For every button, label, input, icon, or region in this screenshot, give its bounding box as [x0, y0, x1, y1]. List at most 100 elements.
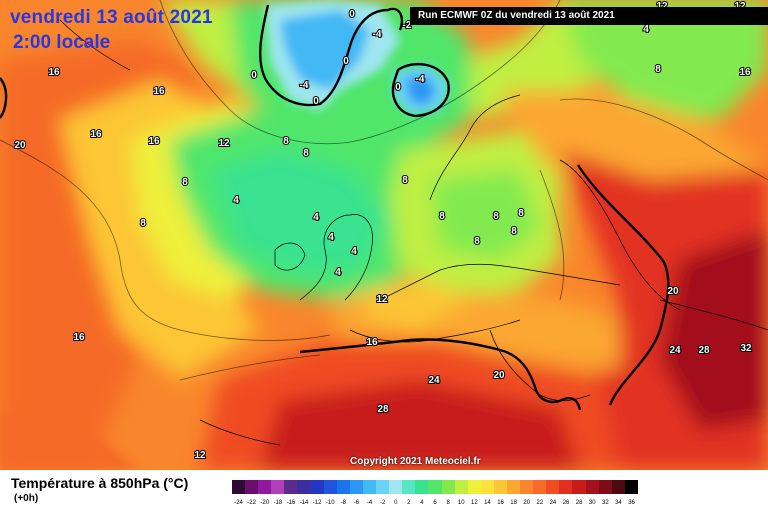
scale-tick-label: 30 — [588, 500, 596, 506]
scale-tick-label: -6 — [353, 500, 360, 506]
isotherm-label: 24 — [669, 345, 681, 356]
isotherm-label: -4 — [300, 80, 309, 91]
scale-tick-label: -16 — [286, 500, 296, 506]
isotherm-label: 16 — [48, 67, 60, 78]
scale-tick-label: 20 — [523, 500, 531, 506]
isotherm-label: 0 — [251, 70, 257, 81]
scale-tick-label: -24 — [234, 500, 243, 506]
scale-swatch — [389, 480, 403, 494]
variable-title: Température à 850hPa (°C) — [11, 475, 189, 491]
scale-swatch — [376, 480, 390, 494]
isotherm-label: -2 — [403, 20, 412, 31]
scale-swatch — [520, 480, 534, 494]
scale-swatch — [585, 480, 599, 494]
scale-tick-label: 6 — [433, 500, 437, 506]
isotherm-label: 8 — [655, 64, 661, 75]
scale-tick-label: -10 — [325, 500, 335, 506]
scale-tick-label: 24 — [549, 500, 557, 506]
isotherm-label: 0 — [395, 82, 401, 93]
scale-swatch — [480, 480, 494, 494]
isotherm-label: 8 — [493, 211, 499, 222]
isotherm-label: 12 — [376, 294, 388, 305]
scale-tick-label: 18 — [510, 500, 517, 506]
scale-tick-label: -12 — [312, 500, 322, 506]
scale-swatch — [402, 480, 416, 494]
run-banner: Run ECMWF 0Z du vendredi 13 août 2021 — [410, 7, 768, 25]
scale-swatch — [493, 480, 507, 494]
isotherm-label: 4 — [313, 212, 319, 223]
scale-swatch — [284, 480, 298, 494]
scale-tick-label: 34 — [615, 500, 622, 506]
legend-panel: Température à 850hPa (°C) (+0h) -24 -22 -2… — [0, 470, 768, 512]
isotherm-label: 16 — [739, 67, 751, 78]
scale-tick-label: 0 — [394, 500, 398, 506]
scale-swatch — [349, 480, 363, 494]
isotherm-label: 8 — [402, 175, 408, 186]
scale-tick-label: 16 — [497, 500, 504, 506]
scale-tick-label: -8 — [340, 500, 347, 506]
color-scale — [232, 480, 638, 494]
isotherm-label: 8 — [283, 136, 289, 147]
scale-tick-label: -22 — [247, 500, 256, 506]
scale-swatch — [323, 480, 337, 494]
scale-tick-label: -4 — [366, 500, 373, 506]
isotherm-label: -4 — [373, 29, 382, 40]
isotherm-label: 4 — [328, 232, 334, 243]
scale-swatch — [611, 480, 625, 494]
coastlines — [59, 19, 768, 446]
isotherm-label: 28 — [698, 345, 710, 356]
isotherm-label: 4 — [233, 195, 239, 206]
isotherm-label: 20 — [14, 140, 26, 151]
scale-tick-label: 2 — [407, 500, 411, 506]
scale-swatch — [415, 480, 429, 494]
scale-tick-label: 22 — [536, 500, 544, 506]
isotherm-label: 8 — [140, 218, 146, 229]
scale-swatch — [533, 480, 547, 494]
isotherm-label: 4 — [351, 246, 357, 257]
temperature-map: -4-20-4000-40481212161616161620128884844… — [0, 0, 768, 470]
scale-swatch — [271, 480, 285, 494]
scale-swatch — [467, 480, 481, 494]
isotherm-label: 0 — [313, 96, 319, 107]
scale-swatch — [624, 480, 638, 494]
isotherm-label: 4 — [335, 267, 341, 278]
isotherm-label: 4 — [643, 24, 649, 35]
isotherm-contours — [0, 4, 670, 411]
scale-tick-label: 4 — [420, 500, 424, 506]
map-canvas: -4-20-4000-40481212161616161620128884844… — [0, 0, 768, 470]
scale-swatch — [559, 480, 573, 494]
isotherm-label: 16 — [148, 136, 160, 147]
scale-tick-label: 12 — [471, 500, 478, 506]
scale-swatch — [572, 480, 586, 494]
scale-tick-label: 14 — [484, 500, 491, 506]
isotherm-label: 8 — [511, 226, 517, 237]
forecast-step: (+0h) — [14, 493, 39, 504]
isotherm-label: 8 — [303, 148, 309, 159]
scale-tick-label: -18 — [273, 500, 283, 506]
scale-tick-label: -20 — [260, 500, 270, 506]
scale-swatch — [454, 480, 468, 494]
scale-swatch — [232, 480, 246, 494]
isotherm-label: 28 — [377, 404, 389, 415]
scale-tick-label: 8 — [446, 500, 450, 506]
isotherm-label: 12 — [194, 450, 206, 461]
scale-swatch — [428, 480, 442, 494]
copyright-notice: Copyright 2021 Meteociel.fr — [350, 456, 481, 467]
thin-contours — [0, 0, 768, 381]
forecast-date: vendredi 13 août 2021 — [10, 7, 213, 28]
scale-tick-label: 28 — [575, 500, 583, 506]
isotherm-label: -4 — [416, 74, 425, 85]
scale-tick-label: -14 — [299, 500, 309, 506]
isotherm-label: 20 — [667, 286, 679, 297]
scale-swatch — [245, 480, 259, 494]
scale-swatch — [258, 480, 272, 494]
isotherm-label: 8 — [474, 236, 480, 247]
isotherm-label: 12 — [218, 138, 230, 149]
local-time: 2:00 locale — [13, 32, 111, 53]
isotherm-label: 16 — [90, 129, 102, 140]
scale-swatch — [441, 480, 455, 494]
scale-swatch — [310, 480, 324, 494]
scale-tick-label: -2 — [379, 500, 386, 506]
temperature-labels: -4-20-4000-40481212161616161620128884844… — [13, 0, 753, 462]
scale-tick-label: 10 — [457, 500, 465, 506]
